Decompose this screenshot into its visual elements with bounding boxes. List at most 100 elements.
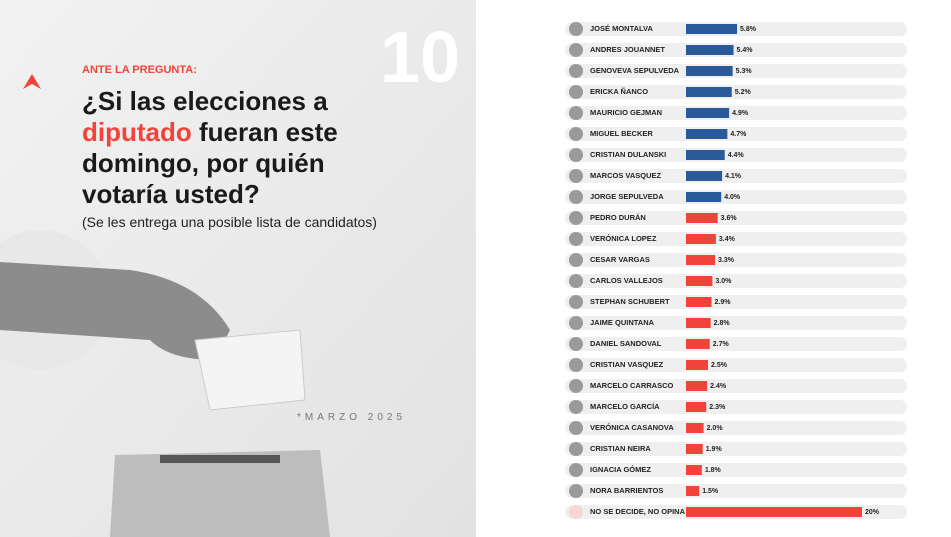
row-track [565,190,907,204]
value-label: 5.4% [737,47,754,54]
candidate-name: MARCELO GARCÍA [590,402,660,411]
avatar [569,64,583,78]
bar [686,66,733,76]
bar [686,486,700,496]
title-part: fueran este [199,117,338,147]
ballot [194,329,306,411]
bar [686,45,734,55]
row-track [565,148,907,162]
row-track [565,379,907,393]
row-track [565,106,907,120]
candidate-name: ANDRES JOUANNET [590,45,665,54]
bar [686,444,703,454]
avatar [569,463,583,477]
candidate-name: ERICKA ÑANCO [590,87,648,96]
avatar [569,358,583,372]
avatar [569,484,583,498]
row-track [565,421,907,435]
candidate-name: MARCELO CARRASCO [590,381,673,390]
value-label: 3.3% [718,257,735,264]
row-track [565,316,907,330]
title: ¿Si las elecciones a diputado fueran est… [82,86,338,209]
row-track [565,463,907,477]
row-track [565,358,907,372]
avatar [569,253,583,267]
avatar [569,442,583,456]
title-line: ¿Si las elecciones a [82,86,328,116]
box-slot [160,455,280,463]
avatar [569,43,583,57]
row-track [565,274,907,288]
value-label: 5.8% [740,26,757,33]
value-label: 4.7% [730,131,747,138]
candidate-name: CESAR VARGAS [590,255,650,264]
candidate-name: PEDRO DURÁN [590,213,646,222]
candidate-name: MAURICIO GEJMAN [590,108,662,117]
value-label: 4.1% [725,173,742,180]
avatar [569,421,583,435]
avatar [569,316,583,330]
avatar [569,190,583,204]
hand [0,262,230,360]
row-track [565,127,907,141]
row-track [565,484,907,498]
avatar [569,169,583,183]
bar [686,276,713,286]
title-line: domingo, por quién [82,148,325,178]
value-label: 5.3% [736,68,753,75]
row-track [565,337,907,351]
bar [686,339,710,349]
slide-number: 10 [380,18,460,98]
value-label: 4.0% [724,194,741,201]
row-track [565,295,907,309]
bar [686,507,862,517]
value-label: 2.0% [707,425,724,432]
candidate-name: NO SE DECIDE, NO OPINA [590,507,686,516]
avatar [569,106,583,120]
bar [686,171,723,181]
candidate-name: STEPHAN SCHUBERT [590,297,670,306]
value-label: 2.4% [710,383,727,390]
value-label: 3.6% [721,215,738,222]
value-label: 2.7% [713,341,730,348]
value-label: 20% [865,509,880,516]
value-label: 1.9% [706,446,723,453]
row-track [565,232,907,246]
candidate-name: CARLOS VALLEJOS [590,276,663,285]
subtitle: (Se les entrega una posible lista de can… [82,214,377,230]
row-track [565,253,907,267]
bar [686,318,711,328]
ballot-box [110,450,330,537]
bar [686,360,708,370]
candidate-name: JAIME QUINTANA [590,318,655,327]
value-label: 2.3% [709,404,726,411]
bar [686,87,732,97]
value-label: 2.8% [714,320,731,327]
candidate-name: MIGUEL BECKER [590,129,653,138]
candidate-name: CRISTIAN VASQUEZ [590,360,664,369]
bar [686,423,704,433]
avatar [569,22,583,36]
candidate-name: JOSÉ MONTALVA [590,24,654,33]
row-track [565,169,907,183]
value-label: 3.0% [715,278,732,285]
title-line: diputado fueran este [82,117,338,147]
candidate-name: DANIEL SANDOVAL [590,339,662,348]
row-track [565,211,907,225]
value-label: 2.5% [711,362,728,369]
row-track [565,85,907,99]
avatar [569,85,583,99]
bar [686,24,738,34]
avatar [569,400,583,414]
value-label: 1.8% [705,467,722,474]
bar [686,297,712,307]
avatar [569,337,583,351]
bar [686,402,707,412]
bar [686,213,718,223]
candidate-name: NORA BARRIENTOS [590,486,663,495]
value-label: 2.9% [715,299,732,306]
candidate-name: GENOVEVA SEPULVEDA [590,66,680,75]
avatar [569,127,583,141]
bar [686,192,722,202]
